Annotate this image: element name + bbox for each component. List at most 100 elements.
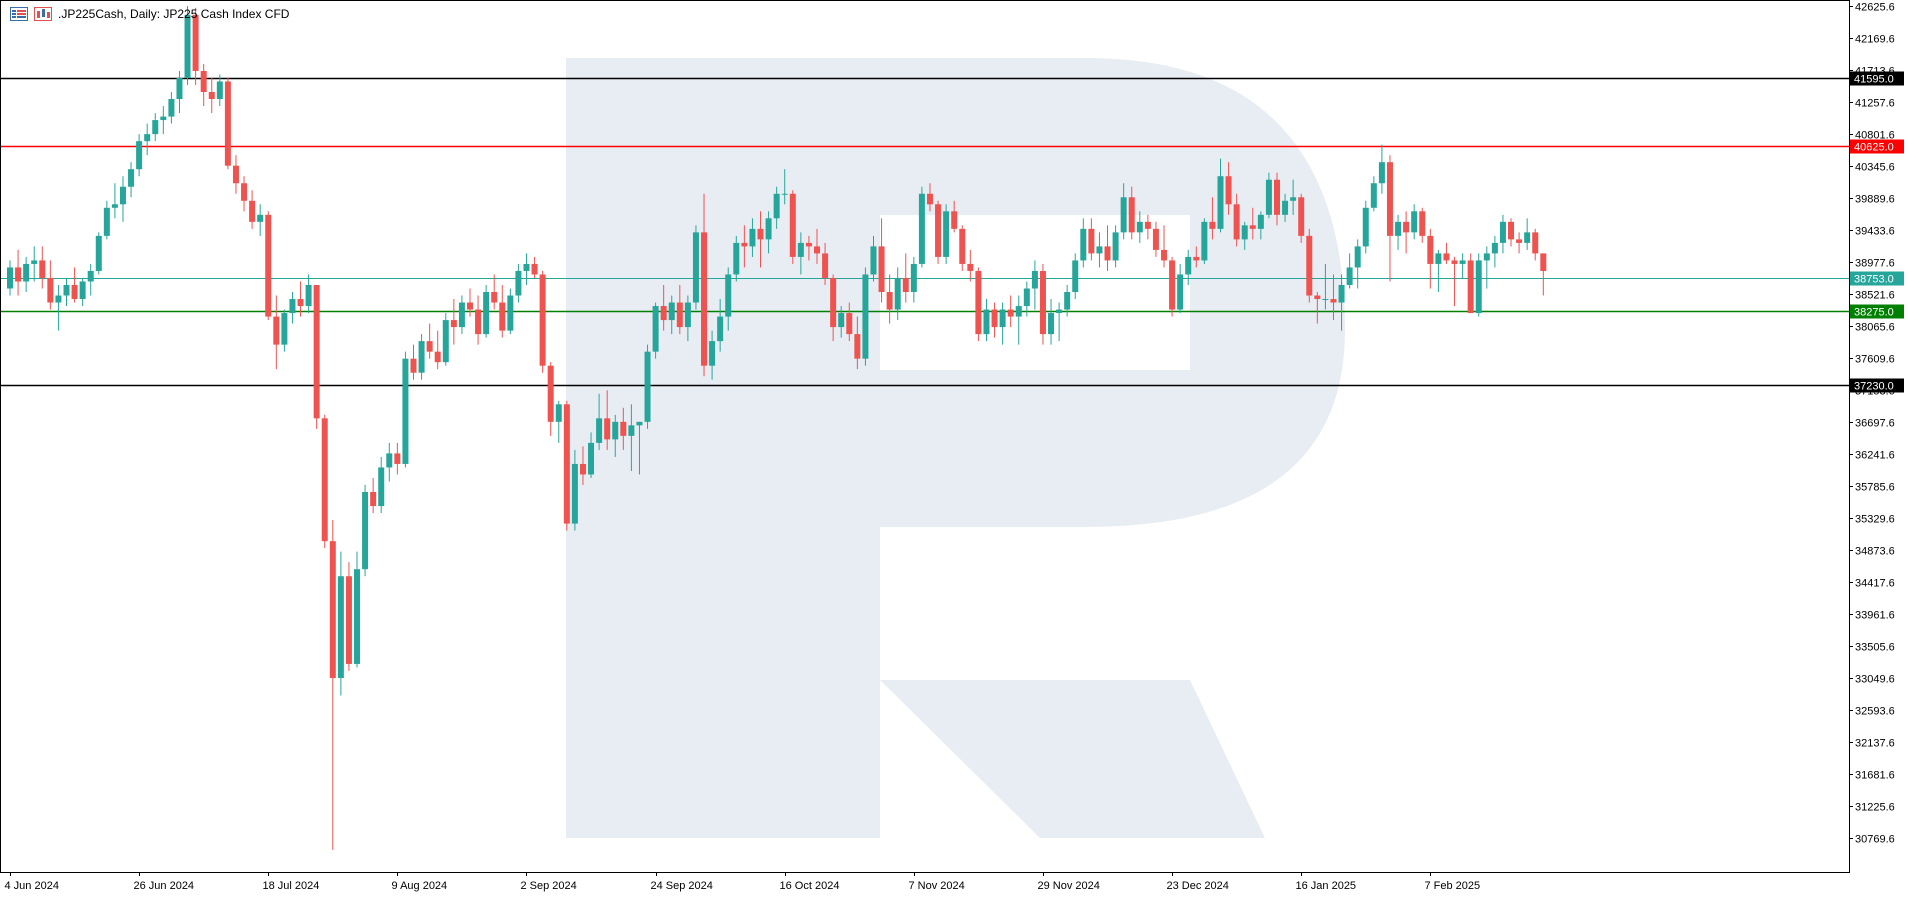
price-tick-label: 39889.6 [1855,194,1895,206]
candle-body [628,425,635,436]
candle [717,299,724,352]
candle-body [620,421,627,436]
candle-body [1177,274,1184,310]
candle-body [483,292,490,335]
candle [47,260,54,310]
candle-body [1088,228,1095,254]
candle-body [878,246,885,293]
candle-body [692,232,699,303]
candle-body [1443,253,1450,261]
candle-body [1467,260,1474,314]
price-tick-label: 33505.6 [1855,642,1895,654]
candle [475,295,482,345]
symbol-list-icon[interactable] [10,7,28,21]
candle-body [434,351,441,363]
candle-body [749,228,756,247]
candle [1257,211,1264,240]
candle-body [321,418,328,542]
candle-body [1104,246,1111,261]
chart-title-bar: .JP225Cash, Daily: JP225 Cash Index CFD [10,7,289,21]
candle [216,74,223,107]
candle [563,400,570,531]
candle [733,235,740,282]
candle [1386,155,1393,282]
candle-body [208,92,215,100]
candle [910,256,917,303]
chart-type-icon[interactable] [34,7,52,21]
candle-body [571,463,578,524]
price-level-label: 38753.0 [1850,271,1904,286]
candle [894,267,901,321]
candle [1346,253,1353,289]
candle [943,204,950,264]
candle-body [297,299,304,307]
candle [378,456,385,514]
candle [31,246,38,282]
candle-body [144,134,151,142]
candle [1395,214,1402,250]
candle [1483,246,1490,289]
candle-body [200,70,207,93]
candle [515,263,522,303]
candle-body [410,358,417,373]
candle [111,183,118,219]
candle-body [499,302,506,331]
candle-body [1080,228,1087,261]
candle [1459,253,1466,278]
price-level-label: 37230.0 [1850,378,1904,393]
candle-body [386,453,393,468]
price-tick-label: 33049.6 [1855,674,1895,686]
time-tick-label: 18 Jul 2024 [263,880,320,892]
candle-body [1451,260,1458,264]
candle-body [418,341,425,373]
candle [15,249,22,296]
candle [354,551,361,668]
candle-body [507,295,514,331]
candle [555,400,562,443]
candle-body [1144,221,1151,229]
price-tick-label: 32137.6 [1855,738,1895,750]
candle [596,393,603,450]
candle [959,225,966,271]
candle-body [402,358,409,464]
candle-body [192,14,199,71]
candle-body [1427,235,1434,264]
candle [1249,207,1256,240]
candle-body [1354,246,1361,268]
candle [1120,183,1127,240]
candle [1023,281,1030,317]
candle-body [71,284,78,300]
price-tick-label: 34417.6 [1855,578,1895,590]
candle-body [442,320,449,363]
watermark-stem [566,58,725,838]
candle-body [1322,299,1329,301]
candle-body [55,295,62,303]
candle [935,200,942,264]
candle-body [741,242,748,247]
candle [547,362,554,436]
candle-body [1201,221,1208,261]
candle [87,263,94,296]
candle [160,106,167,135]
candle [1419,207,1426,243]
candle [1540,253,1547,296]
candle [991,302,998,338]
candle [144,123,151,156]
candle [394,442,401,475]
candle-body [370,492,377,507]
price-level-label: 41595.0 [1850,71,1904,86]
candle-body [983,309,990,335]
candle-body [458,302,465,328]
candle [1427,228,1434,289]
price-tick-label: 42625.6 [1855,2,1895,14]
candle [652,302,659,359]
candle-body [1273,179,1280,215]
candle-body [910,263,917,293]
candle-body [926,193,933,205]
price-tick-label: 41257.6 [1855,98,1895,110]
candle [1064,284,1071,317]
candle [499,284,506,338]
price-axis: 42625.642169.641713.641257.640801.640345… [1849,2,1895,846]
candle [1499,214,1506,254]
